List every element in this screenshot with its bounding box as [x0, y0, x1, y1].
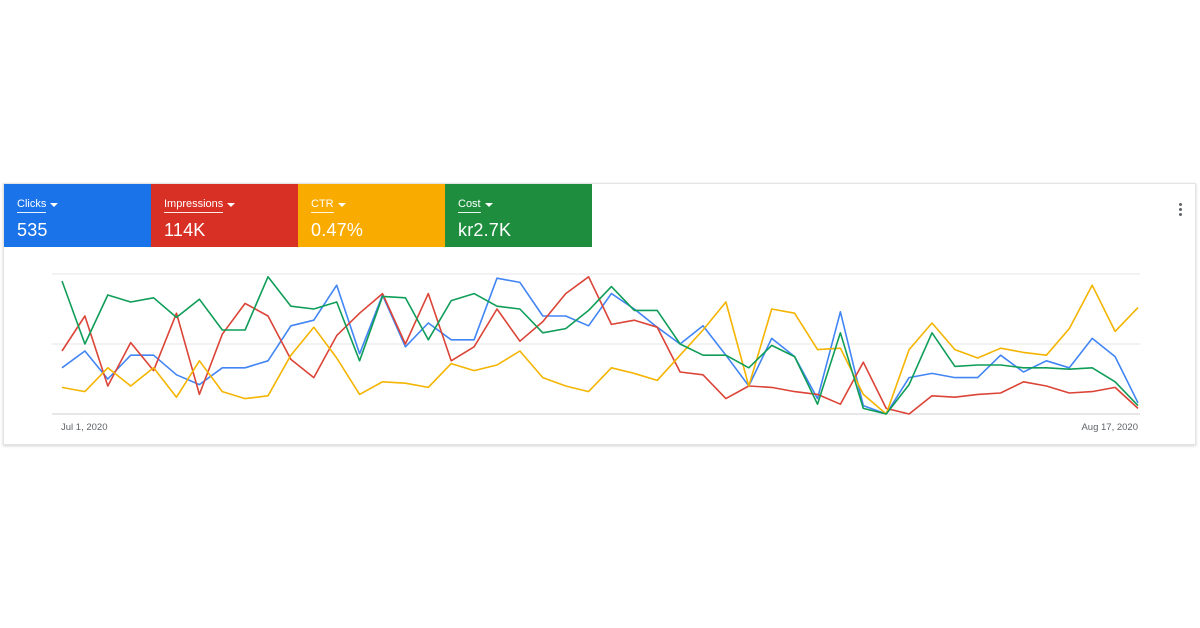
dropdown-caret-icon[interactable]	[50, 202, 59, 207]
dropdown-caret-icon[interactable]	[484, 202, 493, 207]
performance-card: Clicks 535 Impressions 114K CTR 0.47% Co…	[3, 183, 1196, 445]
more-vert-icon[interactable]	[1173, 199, 1187, 219]
metric-value: 0.47%	[311, 220, 364, 240]
chart-series-lines	[61, 276, 1139, 415]
metric-tile-cost[interactable]: Cost kr2.7K	[445, 184, 592, 247]
menu-dot	[1178, 212, 1182, 216]
metric-label: CTR	[311, 198, 334, 213]
x-tick-label-end: Aug 17, 2020	[1081, 422, 1138, 433]
series-line-cost	[61, 276, 1139, 415]
metric-label: Impressions	[164, 198, 224, 213]
x-tick-label-start: Jul 1, 2020	[61, 422, 107, 433]
metric-selector-cost[interactable]: Cost	[458, 198, 592, 213]
menu-dot	[1178, 207, 1182, 211]
menu-dot	[1178, 202, 1182, 206]
metric-tile-ctr[interactable]: CTR 0.47%	[298, 184, 445, 247]
dropdown-caret-icon[interactable]	[337, 202, 346, 207]
performance-line-chart[interactable]: Jul 1, 2020 Aug 17, 2020	[4, 184, 1197, 446]
chart-gridlines	[52, 273, 1140, 415]
metric-tile-impressions[interactable]: Impressions 114K	[151, 184, 298, 247]
metric-selector-impressions[interactable]: Impressions	[164, 198, 298, 213]
series-line-impressions	[61, 276, 1139, 415]
metric-value: kr2.7K	[458, 220, 512, 240]
metric-selector-ctr[interactable]: CTR	[311, 198, 445, 213]
metric-value: 114K	[164, 220, 206, 240]
metric-tiles: Clicks 535 Impressions 114K CTR 0.47% Co…	[4, 184, 592, 247]
metric-label: Clicks	[17, 198, 47, 213]
metric-label: Cost	[458, 198, 481, 213]
metric-value: 535	[17, 220, 48, 240]
series-line-clicks	[61, 277, 1139, 415]
dropdown-caret-icon[interactable]	[227, 202, 236, 207]
metric-selector-clicks[interactable]: Clicks	[17, 198, 151, 213]
series-line-ctr	[61, 284, 1139, 415]
metric-tile-clicks[interactable]: Clicks 535	[4, 184, 151, 247]
